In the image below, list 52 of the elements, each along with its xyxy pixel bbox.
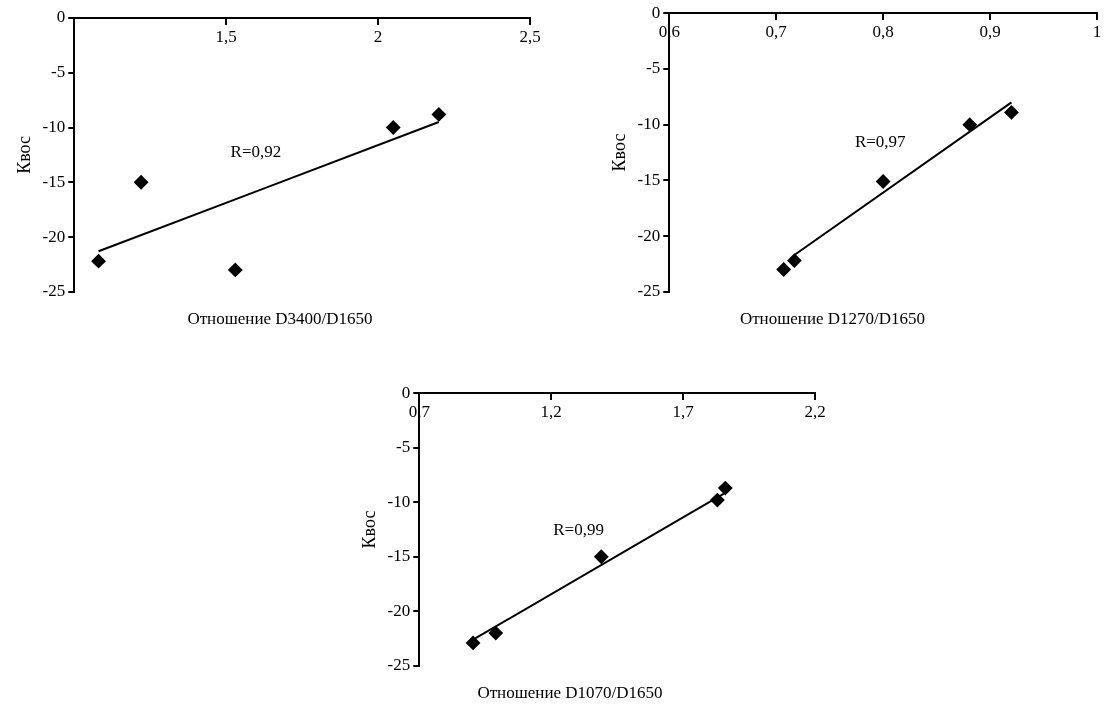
y-tick-label: -20	[637, 225, 661, 245]
y-tick-label: -15	[387, 546, 411, 566]
y-tick-label: -25	[387, 655, 411, 675]
point	[134, 175, 149, 190]
point	[1004, 105, 1019, 120]
point	[466, 635, 481, 650]
y-axis-title: Квос	[608, 133, 629, 172]
point	[876, 174, 891, 189]
point	[488, 626, 503, 641]
y-axis-title: Квос	[13, 135, 34, 174]
annotation: R=0,99	[553, 520, 604, 540]
x-axis-title: Отношение D1070/D1650	[476, 683, 664, 703]
point	[91, 254, 106, 269]
x-tick-label: 0,7	[765, 21, 788, 41]
y-tick-label: -5	[51, 62, 66, 82]
annotation: R=0,97	[854, 131, 907, 151]
y-tick-label: -15	[42, 171, 66, 191]
x-axis-title: Отношение D3400/D1650	[186, 309, 374, 329]
y-tick-label: -25	[42, 281, 66, 301]
x-tick-label: 2	[373, 26, 383, 46]
y-tick-label: -5	[646, 58, 661, 78]
point	[718, 481, 733, 496]
x-tick-label: 1,2	[540, 401, 562, 421]
y-tick-label: -10	[387, 491, 411, 511]
x-tick-label: 1	[1092, 21, 1102, 41]
y-tick-label: 0	[651, 2, 661, 22]
x-axis-title: Отношение D1270/D1650	[738, 309, 927, 329]
y-tick-label: -10	[42, 116, 66, 136]
x-tick-label: 0,9	[979, 21, 1001, 41]
point	[228, 262, 243, 277]
annotation: R=0,92	[230, 141, 282, 161]
y-tick-label: -10	[637, 114, 661, 134]
y-tick-label: -25	[637, 281, 661, 301]
y-tick-label: -20	[42, 226, 66, 246]
y-tick-label: 0	[56, 7, 66, 27]
y-tick-label: -20	[387, 600, 411, 620]
y-tick-label: 0	[401, 382, 411, 402]
x-tick-label: 1,5	[215, 26, 237, 46]
point	[386, 120, 401, 135]
x-tick-label: 2,5	[519, 26, 541, 46]
x-tick-label: 2,2	[804, 401, 826, 421]
point	[431, 107, 446, 122]
point	[594, 549, 609, 564]
y-tick-label: -15	[637, 169, 661, 189]
point	[776, 262, 791, 277]
x-tick-label: 1,7	[672, 401, 695, 421]
point	[710, 493, 725, 508]
point	[962, 117, 977, 132]
y-axis-title: Квос	[358, 510, 379, 549]
x-tick-label: 0,8	[872, 21, 894, 41]
point	[787, 253, 802, 268]
y-tick-label: -5	[396, 437, 411, 457]
